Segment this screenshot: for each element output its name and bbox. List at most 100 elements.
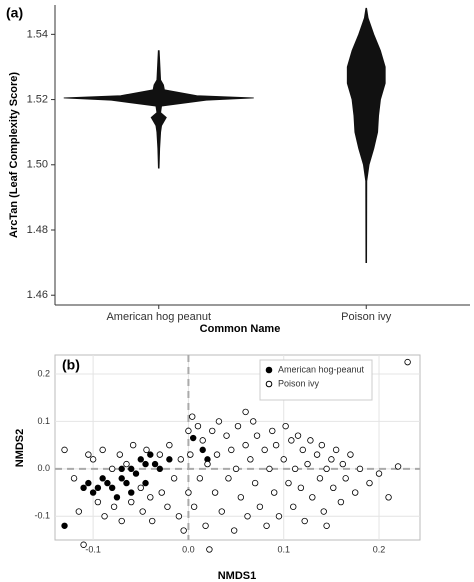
point bbox=[266, 465, 273, 473]
point bbox=[156, 465, 164, 473]
point bbox=[330, 484, 337, 492]
point bbox=[123, 460, 130, 468]
point bbox=[270, 489, 278, 496]
point bbox=[118, 475, 125, 482]
violin bbox=[346, 7, 386, 264]
point bbox=[282, 422, 289, 430]
point bbox=[237, 494, 245, 501]
y-tick-label: 1.48 bbox=[27, 224, 48, 236]
point bbox=[147, 494, 154, 501]
point bbox=[139, 508, 146, 515]
point bbox=[199, 437, 206, 444]
legend-label: Poison ivy bbox=[278, 378, 320, 388]
point bbox=[309, 494, 316, 501]
point bbox=[211, 489, 219, 496]
point bbox=[328, 456, 335, 463]
point bbox=[301, 517, 308, 525]
point bbox=[404, 358, 411, 366]
point bbox=[104, 479, 111, 487]
violin bbox=[63, 50, 254, 169]
point bbox=[164, 503, 171, 510]
point bbox=[323, 522, 330, 529]
point bbox=[318, 441, 326, 449]
point bbox=[61, 446, 68, 454]
x-tick-label: 0.2 bbox=[373, 544, 386, 554]
y-tick-label: 0.1 bbox=[37, 416, 50, 426]
point bbox=[307, 437, 314, 444]
point bbox=[206, 546, 213, 553]
point bbox=[180, 527, 187, 534]
point bbox=[143, 446, 150, 454]
y-tick-label: 1.52 bbox=[27, 93, 48, 105]
point bbox=[269, 427, 276, 435]
point bbox=[251, 479, 259, 487]
y-tick-label: 0.2 bbox=[37, 368, 50, 378]
x-tick-label: American hog peanut bbox=[106, 311, 211, 323]
point bbox=[223, 432, 230, 439]
point bbox=[89, 489, 97, 496]
point bbox=[247, 456, 254, 463]
point bbox=[129, 441, 137, 449]
point bbox=[142, 479, 149, 487]
point bbox=[304, 460, 311, 468]
point bbox=[80, 484, 87, 492]
legend-marker bbox=[265, 380, 273, 388]
y-axis-label: NMDS2 bbox=[14, 429, 26, 468]
point bbox=[225, 475, 232, 482]
point bbox=[351, 489, 359, 496]
point bbox=[285, 479, 292, 487]
point bbox=[149, 517, 156, 525]
point bbox=[347, 451, 354, 458]
point bbox=[196, 475, 204, 482]
point bbox=[234, 422, 242, 430]
point bbox=[128, 489, 135, 496]
point bbox=[199, 446, 206, 454]
point bbox=[94, 498, 102, 506]
point bbox=[94, 484, 102, 492]
x-axis-label: NMDS1 bbox=[218, 570, 257, 582]
point bbox=[85, 479, 92, 487]
point bbox=[187, 451, 194, 458]
point bbox=[151, 460, 159, 468]
point bbox=[70, 475, 78, 482]
point bbox=[275, 513, 283, 520]
point bbox=[299, 446, 306, 454]
point bbox=[175, 513, 183, 520]
point bbox=[166, 441, 173, 449]
point bbox=[261, 446, 268, 454]
y-tick-label: -0.1 bbox=[34, 511, 50, 521]
point bbox=[137, 456, 144, 463]
y-tick-label: 1.50 bbox=[27, 159, 48, 171]
point bbox=[185, 427, 192, 435]
point bbox=[118, 465, 125, 473]
panel-label: (a) bbox=[6, 5, 23, 21]
point bbox=[75, 508, 83, 515]
y-axis-label: ArcTan (Leaf Complexity Score) bbox=[8, 72, 20, 238]
point bbox=[177, 456, 184, 463]
point bbox=[190, 503, 198, 510]
point bbox=[156, 451, 164, 458]
point bbox=[80, 541, 87, 548]
point bbox=[232, 465, 240, 473]
point bbox=[123, 479, 130, 487]
point bbox=[375, 470, 383, 477]
point bbox=[272, 441, 280, 449]
point bbox=[194, 422, 202, 430]
legend-marker bbox=[265, 366, 273, 374]
point bbox=[209, 427, 216, 435]
point bbox=[170, 475, 178, 482]
point bbox=[385, 494, 392, 501]
point bbox=[242, 408, 249, 416]
point bbox=[316, 475, 324, 482]
point bbox=[263, 522, 270, 529]
point bbox=[166, 456, 173, 463]
point bbox=[339, 460, 347, 468]
point bbox=[280, 456, 287, 463]
point bbox=[202, 522, 209, 529]
point bbox=[230, 527, 238, 534]
point bbox=[110, 503, 118, 510]
point bbox=[320, 508, 327, 515]
point bbox=[291, 465, 299, 473]
point bbox=[118, 517, 125, 525]
